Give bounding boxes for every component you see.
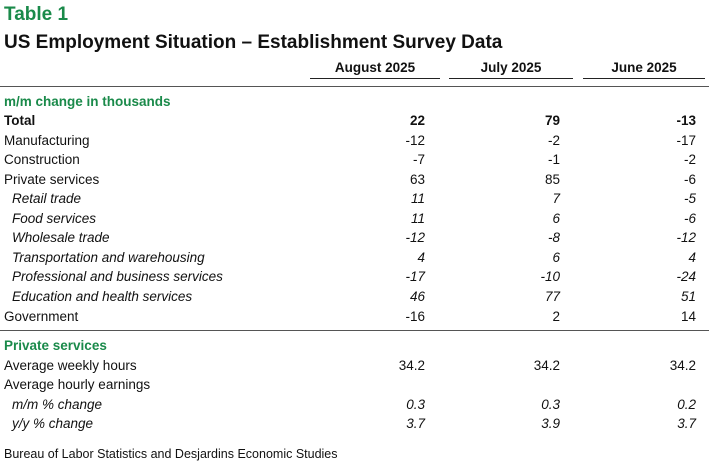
cell-june-2025: 51	[680, 289, 696, 304]
cell-june-2025: -2	[683, 152, 696, 167]
cell-july-2025: 2	[552, 309, 560, 324]
cell-july-2025: 85	[544, 172, 560, 187]
column-header-july-2025: July 2025	[449, 60, 573, 79]
cell-august-2025: 11	[410, 191, 425, 206]
table-row-transportation-warehousing: Transportation and warehousing 4 6 4	[0, 249, 709, 268]
table-label: Table 1	[4, 4, 69, 25]
table-row-education-health-services: Education and health services 46 77 51	[0, 288, 709, 307]
row-label: Private services	[4, 172, 100, 187]
cell-june-2025: 4	[688, 250, 696, 265]
cell-july-2025: -10	[540, 269, 560, 284]
cell-july-2025: 34.2	[533, 358, 560, 373]
table-row-private-services: Private services 63 85 -6	[0, 171, 709, 190]
cell-august-2025: 4	[417, 250, 425, 265]
column-header-august-2025: August 2025	[310, 60, 440, 79]
source-note: Bureau of Labor Statistics and Desjardin…	[4, 447, 338, 461]
cell-august-2025: 63	[409, 172, 425, 187]
row-label: Total	[4, 113, 36, 128]
row-label: Manufacturing	[4, 133, 90, 148]
cell-june-2025: -5	[683, 191, 696, 206]
section-label-mm-change: m/m change in thousands	[4, 94, 171, 109]
cell-august-2025: -12	[405, 230, 425, 245]
cell-july-2025: 7	[552, 191, 560, 206]
cell-august-2025: 46	[409, 289, 425, 304]
table-row-manufacturing: Manufacturing -12 -2 -17	[0, 132, 709, 151]
table-row-wholesale-trade: Wholesale trade -12 -8 -12	[0, 229, 709, 248]
table-row-retail-trade: Retail trade 11 7 -5	[0, 190, 709, 209]
row-label: Average weekly hours	[4, 358, 137, 373]
table-row-yy-pct-change: y/y % change 3.7 3.9 3.7	[0, 415, 709, 434]
row-label: Food services	[12, 211, 97, 226]
cell-june-2025: 0.2	[677, 397, 696, 412]
table-row-total: Total 22 79 -13	[0, 112, 709, 131]
cell-august-2025: -7	[412, 152, 425, 167]
cell-july-2025: 6	[552, 211, 560, 226]
cell-july-2025: -1	[547, 152, 560, 167]
row-label: m/m % change	[12, 397, 103, 412]
cell-august-2025: -16	[405, 309, 425, 324]
row-label: Retail trade	[12, 191, 82, 206]
row-label: Government	[4, 309, 79, 324]
cell-august-2025: -17	[405, 269, 425, 284]
cell-august-2025: 0.3	[406, 397, 425, 412]
table-row-average-hourly-earnings: Average hourly earnings	[0, 376, 709, 395]
page-title: US Employment Situation – Establishment …	[4, 32, 503, 53]
row-label: y/y % change	[12, 416, 94, 431]
cell-june-2025: -6	[683, 211, 696, 226]
table-row-professional-business-services: Professional and business services -17 -…	[0, 268, 709, 287]
cell-june-2025: -24	[676, 269, 696, 284]
table-row-government: Government -16 2 14	[0, 308, 709, 327]
row-label: Transportation and warehousing	[12, 250, 205, 265]
header-divider	[0, 86, 709, 87]
cell-july-2025: 6	[552, 250, 560, 265]
cell-june-2025: 14	[680, 309, 696, 324]
cell-june-2025: -6	[683, 172, 696, 187]
column-header-june-2025: June 2025	[583, 60, 705, 79]
row-label: Construction	[4, 152, 80, 167]
table-row-average-weekly-hours: Average weekly hours 34.2 34.2 34.2	[0, 357, 709, 376]
table-row-mm-pct-change: m/m % change 0.3 0.3 0.2	[0, 396, 709, 415]
row-label: Professional and business services	[12, 269, 223, 284]
cell-august-2025: -12	[405, 133, 425, 148]
cell-august-2025: 22	[409, 113, 425, 128]
cell-july-2025: -8	[547, 230, 560, 245]
row-label: Wholesale trade	[12, 230, 110, 245]
cell-june-2025: 34.2	[669, 358, 696, 373]
section-divider	[0, 330, 709, 331]
cell-june-2025: -17	[676, 133, 696, 148]
cell-july-2025: 77	[544, 289, 560, 304]
section-label-private-services: Private services	[4, 338, 107, 353]
table-row-construction: Construction -7 -1 -2	[0, 151, 709, 170]
row-label: Average hourly earnings	[4, 377, 151, 392]
cell-july-2025: 79	[544, 113, 560, 128]
cell-august-2025: 34.2	[398, 358, 425, 373]
row-label: Education and health services	[12, 289, 193, 304]
cell-july-2025: -2	[547, 133, 560, 148]
cell-july-2025: 0.3	[541, 397, 560, 412]
cell-august-2025: 11	[410, 211, 425, 226]
cell-june-2025: -12	[676, 230, 696, 245]
cell-july-2025: 3.9	[541, 416, 560, 431]
cell-june-2025: -13	[676, 113, 696, 128]
table-row-food-services: Food services 11 6 -6	[0, 210, 709, 229]
cell-june-2025: 3.7	[677, 416, 696, 431]
cell-august-2025: 3.7	[406, 416, 425, 431]
